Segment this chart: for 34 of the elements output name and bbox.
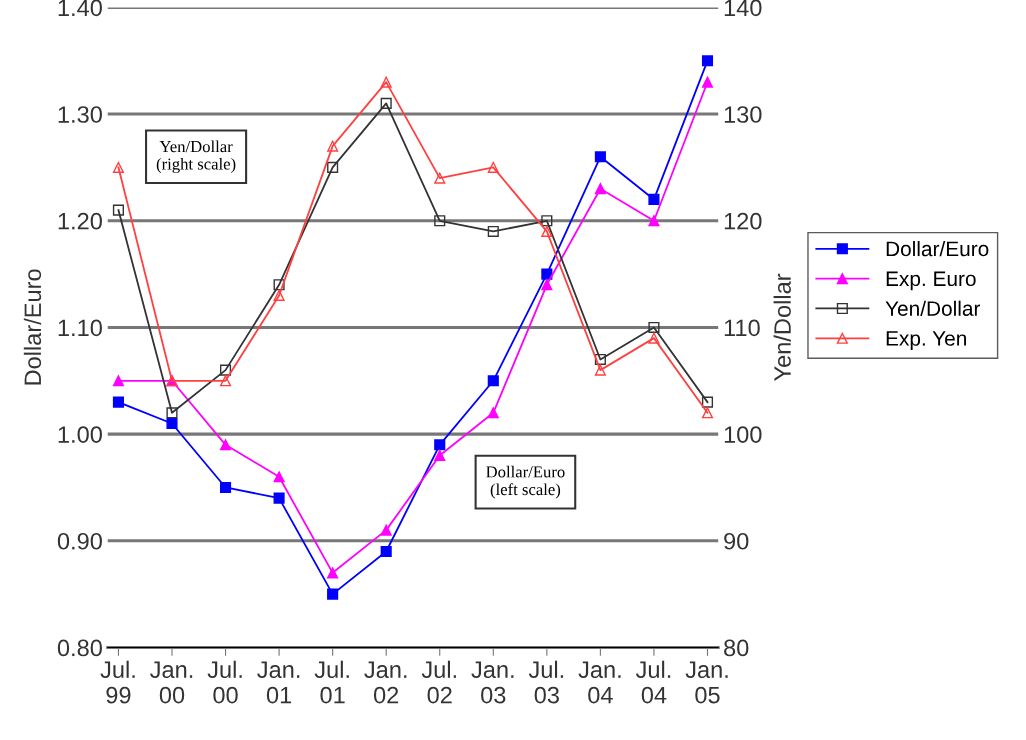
y-tick-label: 1.30 — [58, 106, 102, 123]
x-tick-label: Jul. 01 — [314, 660, 349, 704]
y2-tick-label: 120 — [724, 212, 762, 230]
y2-tick-label: 100 — [724, 426, 762, 443]
y-tick-label: 0.80 — [57, 639, 102, 657]
x-tick-label: Jan. 05 — [685, 661, 728, 704]
y2-tick-label: 130 — [724, 106, 762, 123]
x-tick-label: Jul. 03 — [528, 660, 564, 704]
legend-label: Dollar/Euro — [886, 240, 989, 257]
y2-tick-label: 110 — [724, 319, 760, 337]
x-tick-label: Jan. 00 — [150, 661, 193, 704]
y-tick-label: 0.90 — [57, 532, 102, 550]
x-tick-label: Jul. 02 — [421, 660, 456, 704]
legend-label: Exp. Euro — [886, 271, 976, 291]
annotation: Yen/Dollar (right scale) — [156, 140, 236, 174]
y-axis-title: Dollar/Euro — [23, 269, 42, 385]
x-tick-label: Jul. 04 — [635, 660, 671, 704]
legend-label: Exp. Yen — [886, 331, 966, 350]
annotation: Dollar/Euro (left scale) — [486, 465, 565, 499]
y-tick-label: 1.40 — [58, 0, 102, 17]
y2-tick-label: 140 — [724, 0, 762, 17]
x-tick-label: Jan. 04 — [578, 661, 621, 704]
y-tick-label: 1.00 — [58, 426, 102, 443]
y-tick-label: 1.20 — [58, 212, 102, 230]
y2-axis-title: Yen/Dollar — [773, 273, 791, 381]
x-tick-label: Jul. 99 — [100, 660, 135, 704]
x-tick-label: Jan. 01 — [257, 661, 300, 704]
y2-tick-label: 80 — [724, 639, 749, 657]
x-tick-label: Jan. 03 — [471, 661, 514, 704]
x-tick-label: Jul. 00 — [207, 660, 242, 704]
legend-label: Yen/Dollar — [885, 300, 981, 316]
y-tick-label: 1.10 — [58, 319, 102, 337]
x-tick-label: Jan. 02 — [364, 661, 407, 704]
y2-tick-label: 90 — [724, 532, 749, 550]
